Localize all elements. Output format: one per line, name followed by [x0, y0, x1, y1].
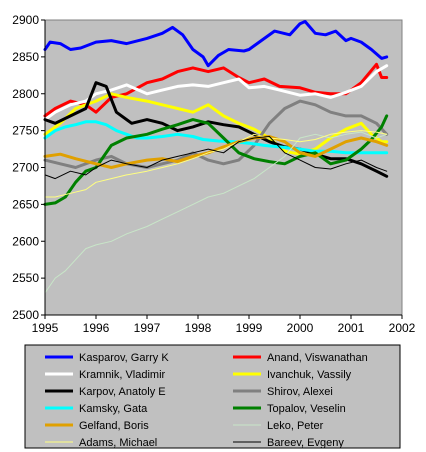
legend-label-adams-michael: Adams, Michael [79, 437, 157, 449]
legend-label-shirov-alexei: Shirov, Alexei [267, 386, 333, 398]
y-tick-label: 2750 [12, 124, 39, 138]
y-tick-label: 2700 [12, 161, 39, 175]
legend-box [24, 344, 401, 449]
y-tick-label: 2550 [12, 271, 39, 285]
series-line-gelfand-boris [43, 135, 389, 169]
legend-label-kasparov-garry-k: Kasparov, Garry K [79, 352, 169, 364]
y-tick-label: 2500 [12, 308, 39, 322]
legend: Kasparov, Garry K Anand, Viswanathan Kramn… [45, 352, 368, 449]
x-tick-label: 2000 [287, 321, 314, 335]
x-tick-label: 2002 [389, 321, 416, 335]
series-line-bareev-evgeny [44, 136, 388, 180]
legend-label-karpov-anatoly-e: Karpov, Anatoly E [79, 386, 166, 398]
series-line-leko-peter [44, 131, 388, 294]
plot-area [44, 19, 403, 316]
x-tick-label: 1995 [32, 321, 59, 335]
legend-label-anand-viswanathan: Anand, Viswanathan [267, 352, 368, 364]
y-tick-label: 2850 [12, 50, 39, 64]
y-tick-label: 2650 [12, 197, 39, 211]
series-line-shirov-alexei [43, 99, 389, 169]
axis-layer: 2500 2550 2600 2650 2700 2750 2800 2850 2900 1995… [12, 13, 415, 335]
series-line-kasparov-garry-k [43, 20, 389, 68]
legend-label-leko-peter: Leko, Peter [267, 420, 324, 432]
y-tick-label: 2800 [12, 87, 39, 101]
legend-label-ivanchuk-vassily: Ivanchuk, Vassily [267, 369, 352, 381]
legend-label-gelfand-boris: Gelfand, Boris [79, 420, 149, 432]
series-line-kramnik-vladimir [43, 64, 389, 122]
legend-label-kamsky-gata: Kamsky, Gata [79, 403, 148, 415]
legend-label-topalov-veselin: Topalov, Veselin [267, 403, 346, 415]
legend-label-kramnik-vladimir: Kramnik, Vladimir [79, 369, 166, 381]
legend-label-bareev-evgeny: Bareev, Evgeny [267, 437, 344, 449]
y-tick-label: 2600 [12, 234, 39, 248]
x-tick-label: 1999 [236, 321, 263, 335]
x-tick-label: 1997 [134, 321, 161, 335]
x-tick-label: 1996 [83, 321, 110, 335]
series-layer [43, 20, 389, 294]
x-tick-label: 1998 [185, 321, 212, 335]
y-tick-label: 2900 [12, 13, 39, 27]
x-tick-label: 2001 [338, 321, 365, 335]
series-line-topalov-veselin [43, 114, 389, 206]
